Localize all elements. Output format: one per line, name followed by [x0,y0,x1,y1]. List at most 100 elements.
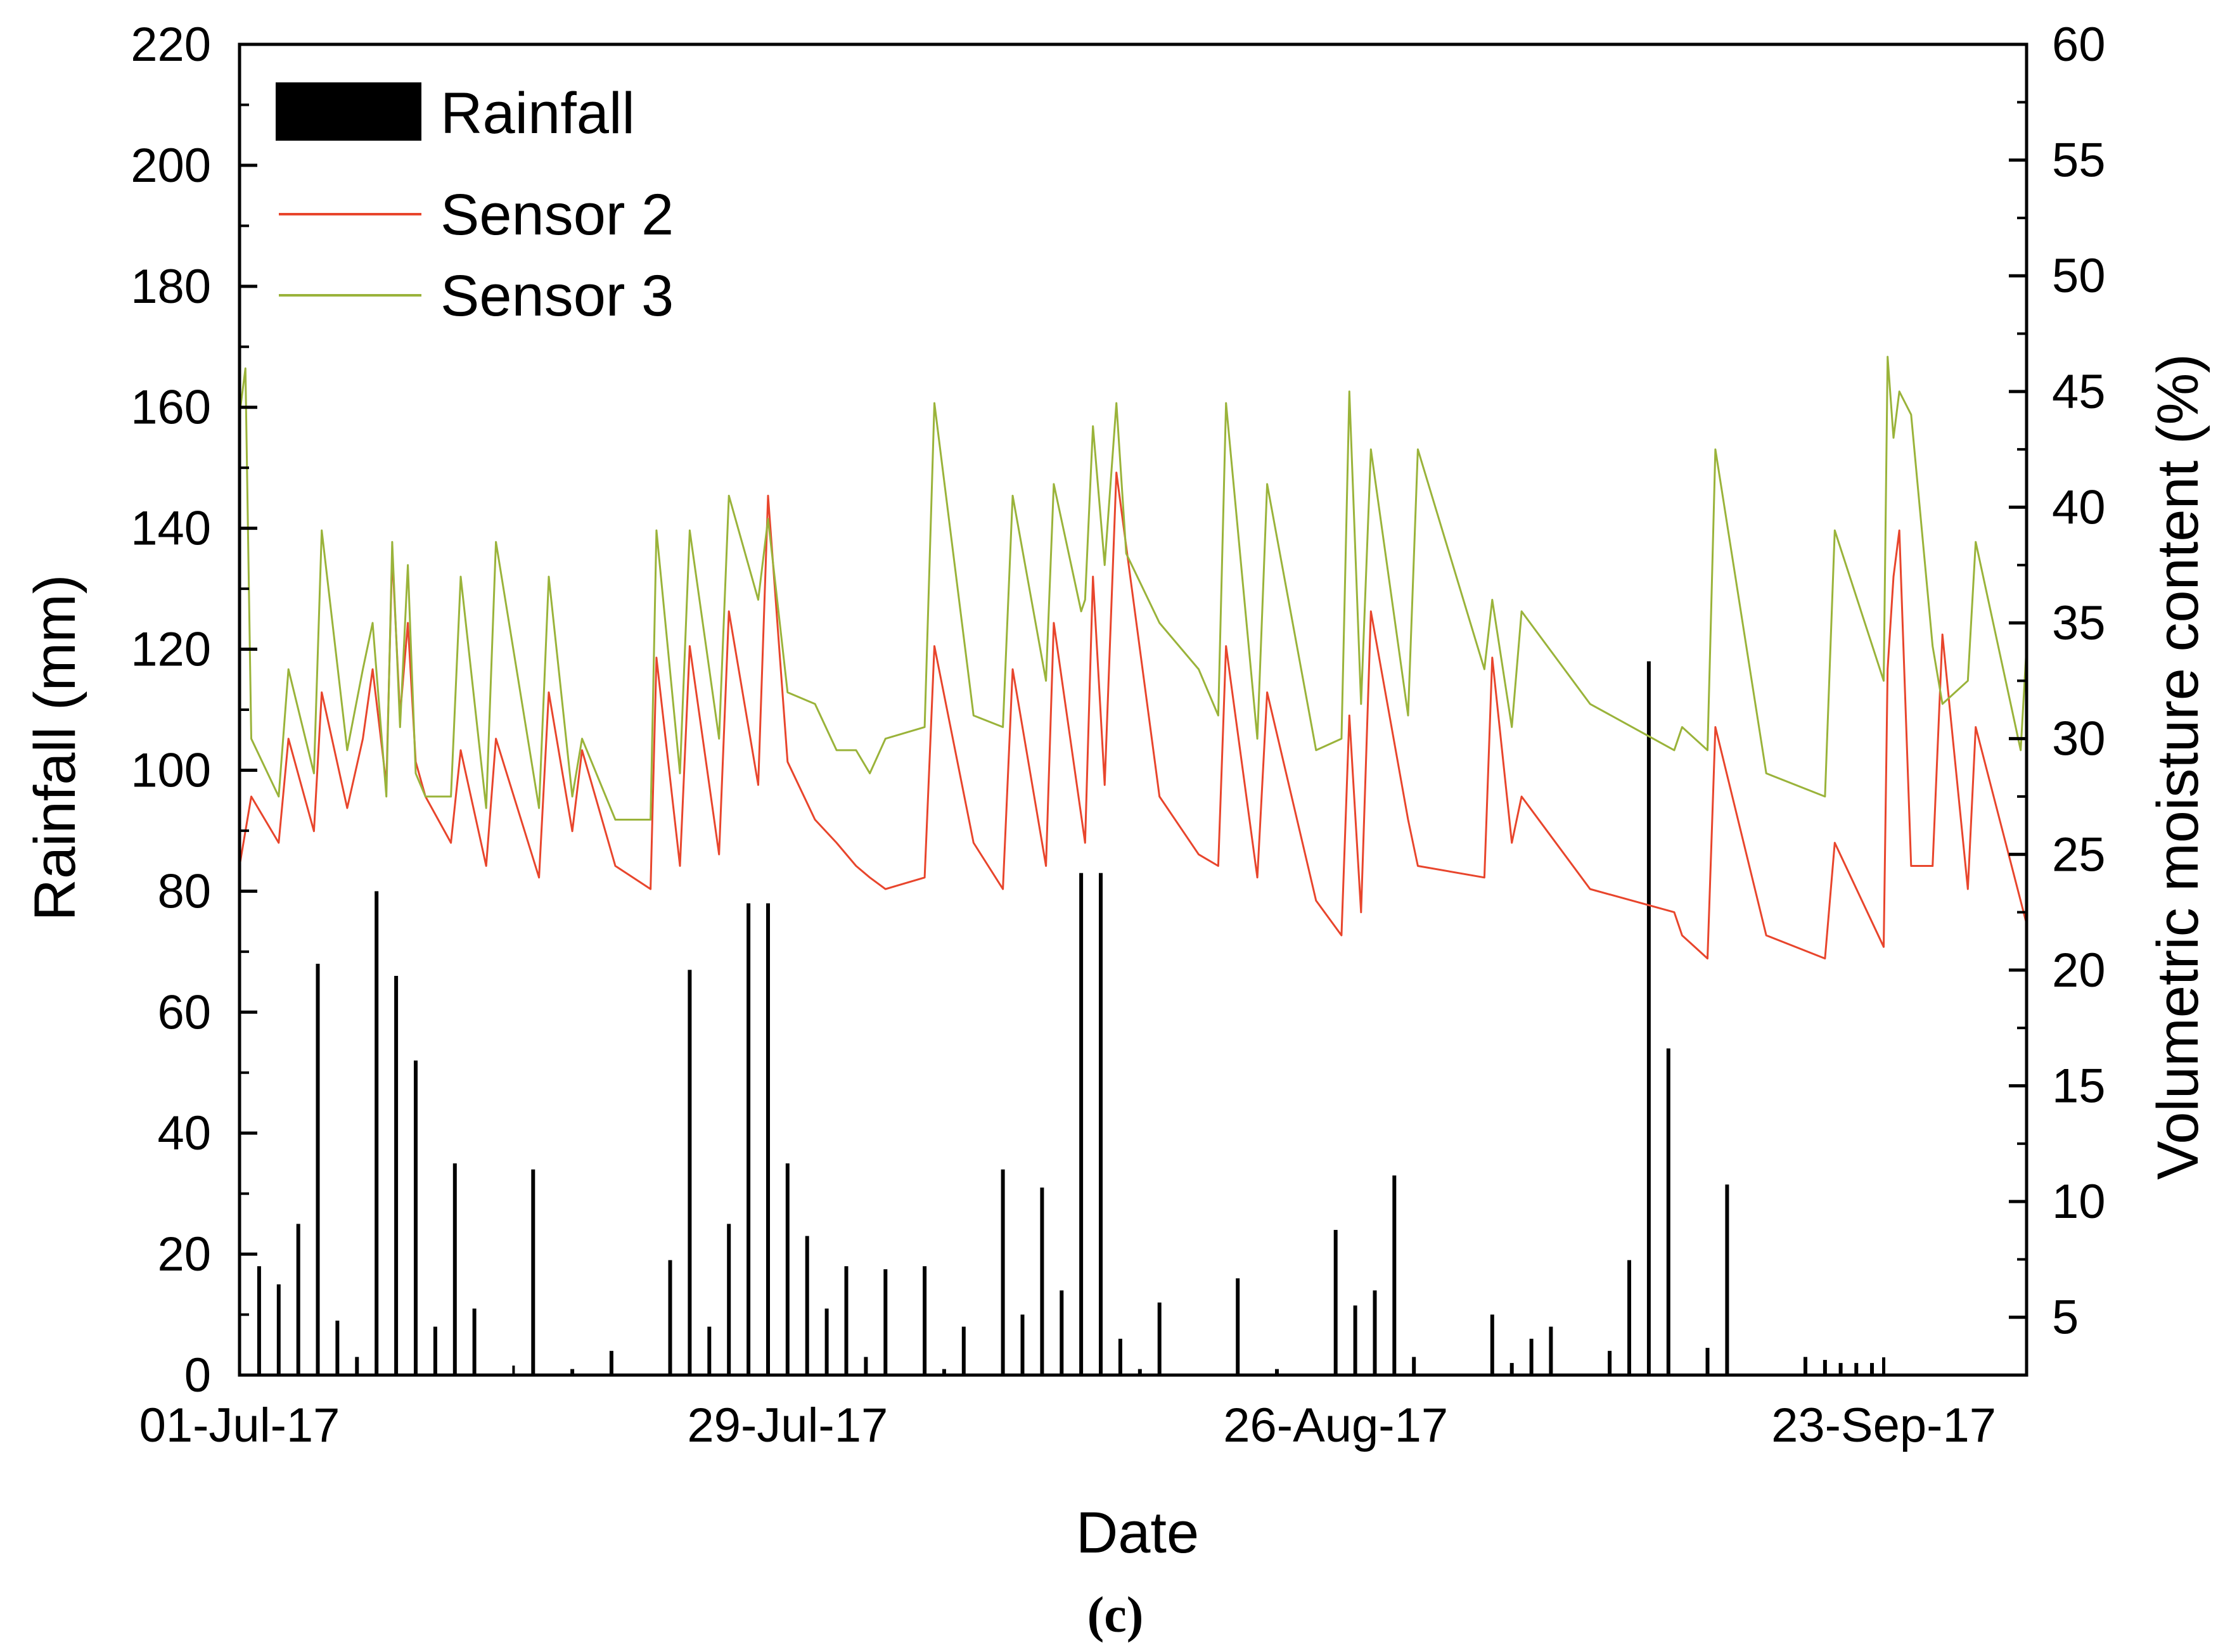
rainfall-bar [1608,1350,1612,1375]
rainfall-bar [1275,1369,1279,1375]
left-tick-label: 60 [157,985,211,1039]
x-tick-label: 29-Jul-17 [687,1399,888,1452]
right-tick-label: 60 [2052,18,2106,72]
rainfall-bar [1392,1175,1397,1375]
left-tick-label: 80 [157,864,211,918]
rainfall-bar [375,891,379,1375]
rainfall-bar [1870,1362,1874,1375]
legend: Rainfall Sensor 2 Sensor 3 [276,81,674,328]
rainfall-bar [296,1224,300,1375]
right-tick-label: 25 [2052,828,2106,881]
rainfall-bar [1529,1338,1534,1375]
rainfall-bar [276,1284,281,1375]
rainfall-bar [785,1163,790,1375]
rainfall-bar [1666,1048,1670,1375]
moisture-lines [238,355,2028,960]
left-tick-label: 140 [131,502,211,556]
sensor-3-line [238,355,2028,821]
right-tick-label: 20 [2052,944,2106,997]
rainfall-bar [1020,1314,1025,1375]
rainfall-bar [1373,1290,1377,1375]
left-tick-label: 100 [131,743,211,797]
left-tick-label: 120 [131,623,211,677]
rainfall-bar [1804,1357,1807,1375]
right-tick-label: 5 [2052,1291,2079,1345]
rainfall-bar [452,1163,457,1375]
left-tick-label: 20 [157,1227,211,1281]
rainfall-bar [1236,1278,1240,1375]
left-y-axis-label: Rainfall (mm) [23,575,87,921]
rainfall-bar [433,1326,437,1375]
rainfall-bar [1490,1314,1494,1375]
rainfall-bar [747,903,751,1375]
left-tick-label: 180 [131,260,211,314]
rainfall-bar [1725,1184,1729,1375]
rainfall-bar [1079,873,1084,1375]
rainfall-bar [727,1224,731,1375]
rainfall-bar [805,1236,809,1375]
rainfall-bar [1549,1326,1553,1375]
sensor-2-legend-label: Sensor 2 [440,182,674,247]
rainfall-bar [414,1060,418,1375]
x-tick-label: 23-Sep-17 [1771,1399,1996,1452]
rainfall-bar [1001,1169,1005,1375]
right-tick-label: 40 [2052,480,2106,534]
rainfall-bar [570,1369,575,1375]
rainfall-bar [1412,1357,1416,1375]
right-tick-label: 35 [2052,596,2106,650]
rainfall-bar [257,1266,261,1375]
left-tick-label: 200 [131,139,211,193]
rainfall-bar [668,1260,672,1375]
sensor-3-legend-label: Sensor 3 [440,264,674,328]
rainfall-bar [864,1357,868,1375]
rainfall-bar [923,1266,927,1375]
right-y-axis-label: Volumetric moisture content (%) [2146,354,2210,1180]
x-tick-label: 01-Jul-17 [139,1399,340,1452]
rainfall-legend-label: Rainfall [440,81,635,146]
right-tick-label: 55 [2052,134,2106,188]
rainfall-bar [394,976,399,1375]
rainfall-bar [1838,1362,1843,1375]
rainfall-bar [531,1169,535,1375]
rainfall-bar [609,1350,613,1375]
right-tick-label: 15 [2052,1059,2106,1113]
rainfall-bar [1509,1362,1514,1375]
rainfall-bar [1040,1188,1044,1375]
rainfall-bar [1157,1302,1162,1375]
left-tick-label: 0 [184,1348,211,1402]
rainfall-bars [257,661,1874,1375]
rainfall-bar [844,1266,849,1375]
rainfall-bar [335,1321,340,1375]
rainfall-bar [316,963,320,1375]
x-axis-label: Date [1076,1501,1199,1565]
rainfall-bar [472,1309,477,1375]
axes: 0 20 40 60 80 100 120 140 160 180 200 220 5 10 15 20 25 3… [131,18,2105,1452]
rainfall-bar [1060,1290,1064,1375]
rainfall-bar [355,1357,359,1375]
rainfall-bar [883,1269,888,1375]
rainfall-bar [1854,1362,1859,1375]
x-tick-label: 26-Aug-17 [1223,1399,1448,1452]
rainfall-bar [824,1309,829,1375]
rainfall-bar [1353,1305,1357,1375]
rainfall-bar [707,1326,712,1375]
rainfall-legend-swatch [276,82,421,141]
left-tick-label: 220 [131,18,211,72]
rainfall-bar [942,1369,946,1375]
rainfall-bar [1137,1369,1142,1375]
rainfall-bar [1627,1260,1631,1375]
rainfall-bar [1823,1360,1827,1375]
rainfall-bar [766,903,770,1375]
right-tick-label: 45 [2052,365,2106,419]
rainfall-bar [1099,873,1103,1375]
rainfall-bar [961,1326,966,1375]
rainfall-bar [1333,1229,1338,1375]
rainfall-bar [1705,1348,1710,1375]
figure-caption: (c) [1087,1587,1144,1643]
rainfall-bar [1118,1338,1122,1375]
right-tick-label: 10 [2052,1175,2106,1229]
left-tick-label: 160 [131,381,211,435]
left-tick-label: 40 [157,1106,211,1160]
